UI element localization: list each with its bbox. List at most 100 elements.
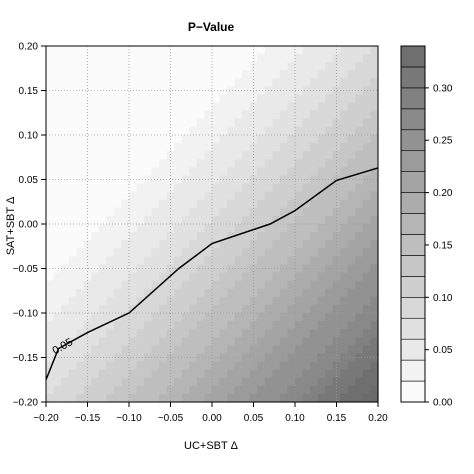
heatmap-cell [113,102,123,112]
heatmap-cell [46,280,55,290]
heatmap-cell [204,296,213,306]
heatmap-cell [370,264,379,274]
heatmap-cell [227,207,236,217]
heatmap-cell [91,345,100,355]
heatmap-cell [121,175,130,185]
heatmap-cell [76,159,85,168]
heatmap-cell [129,256,138,266]
heatmap-cell [68,313,77,322]
heatmap-cell [91,167,100,177]
heatmap-cell [212,256,221,266]
heatmap-cell [113,313,123,322]
heatmap-cell [113,70,123,79]
heatmap-cell [189,304,198,314]
heatmap-cell [257,199,266,209]
heatmap-cell [76,288,85,298]
heatmap-cell [46,167,55,177]
heatmap-cell [166,329,175,338]
heatmap-cell [91,118,100,128]
heatmap-cell [264,313,273,322]
heatmap-cell [53,183,62,193]
heatmap-cell [144,159,153,168]
heatmap-cell [76,135,85,144]
heatmap-cell [310,329,319,338]
heatmap-cell [53,296,62,306]
heatmap-cell [181,54,190,63]
heatmap-cell [279,191,289,201]
heatmap-cell [264,118,273,128]
heatmap-cell [234,248,243,257]
heatmap-cell [287,159,296,168]
heatmap-cell [249,199,258,209]
heatmap-cell [91,143,100,152]
heatmap-cell [257,215,266,225]
heatmap-cell [219,393,228,403]
heatmap-cell [53,159,62,168]
heatmap-cell [347,256,356,266]
heatmap-cell [347,369,356,379]
heatmap-cell [113,135,123,144]
heatmap-cell [121,272,130,282]
heatmap-cell [144,280,153,290]
heatmap-cell [83,167,92,177]
heatmap-cell [159,215,168,225]
heatmap-cell [204,167,213,177]
heatmap-cell [340,232,349,241]
heatmap-cell [98,167,107,177]
heatmap-cell [61,232,70,241]
heatmap-cell [340,313,349,322]
heatmap-cell [121,329,130,338]
heatmap-cell [76,70,85,79]
heatmap-cell [340,191,349,201]
heatmap-cell [151,54,160,63]
heatmap-cell [227,46,236,55]
heatmap-cell [340,183,349,193]
heatmap-cell [189,167,198,177]
heatmap-cell [242,102,251,112]
heatmap-cell [242,86,251,96]
heatmap-cell [317,126,326,136]
heatmap-cell [159,183,168,193]
heatmap-cell [272,167,281,177]
heatmap-cell [106,224,115,233]
heatmap-cell [332,143,341,152]
heatmap-cell [166,337,175,346]
heatmap-cell [355,272,364,282]
heatmap-cell [68,224,77,233]
heatmap-cell [332,329,341,338]
heatmap-cell [204,151,213,160]
heatmap-cell [181,191,190,201]
heatmap-cell [181,304,190,314]
heatmap-cell [129,385,138,395]
heatmap-cell [159,256,168,266]
heatmap-cell [302,191,311,201]
heatmap-cell [272,240,281,249]
heatmap-cell [166,94,175,104]
heatmap-cell [219,199,228,209]
heatmap-cell [144,199,153,209]
heatmap-cell [91,337,100,346]
heatmap-cell [257,296,266,306]
heatmap-cell [287,369,296,379]
heatmap-cell [279,345,289,355]
heatmap-cell [362,369,372,379]
heatmap-cell [370,353,379,363]
heatmap-cell [159,232,168,241]
heatmap-cell [181,94,190,104]
heatmap-cell [68,118,77,128]
heatmap-cell [181,385,190,395]
heatmap-cell [234,280,243,290]
heatmap-cell [279,135,289,144]
heatmap-cell [189,296,198,306]
heatmap-cell [264,393,273,403]
heatmap-cell [302,94,311,104]
heatmap-cell [91,86,100,96]
heatmap-cell [53,46,62,55]
heatmap-cell [68,304,77,314]
heatmap-cell [174,46,183,55]
heatmap-cell [249,361,258,371]
heatmap-cell [68,151,77,160]
heatmap-cell [106,159,115,168]
heatmap-cell [159,126,168,136]
heatmap-cell [98,296,107,306]
